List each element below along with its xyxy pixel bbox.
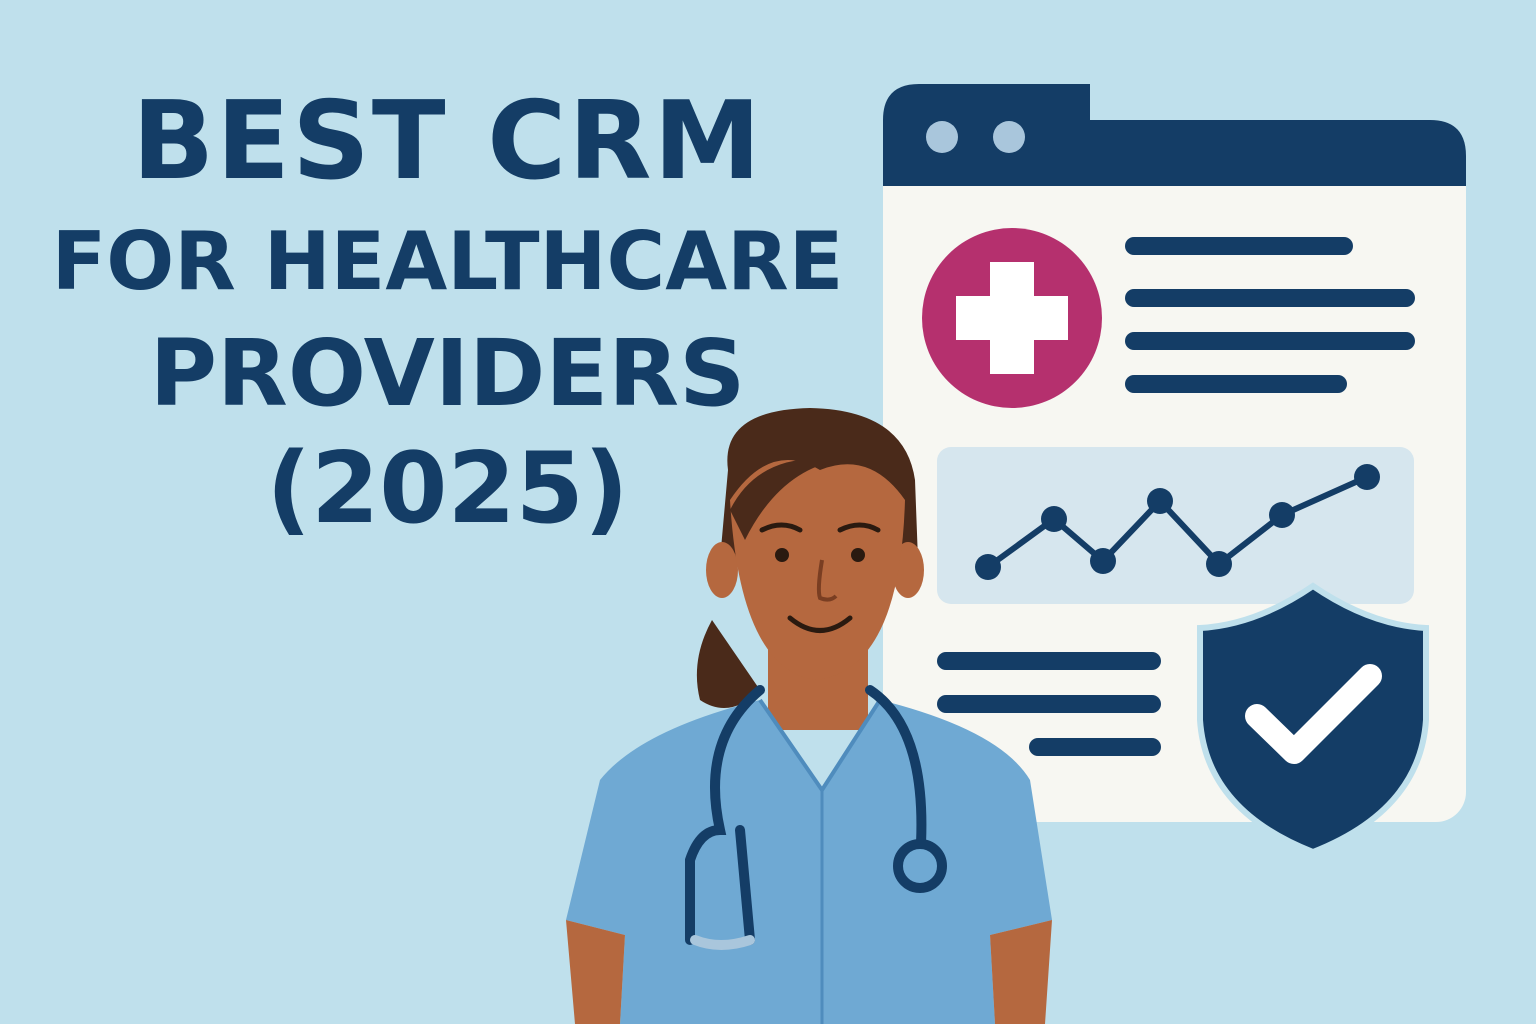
window-dot [993,121,1025,153]
ponytail [696,620,760,708]
medical-cross-icon [922,228,1102,408]
crm-window [883,84,1466,856]
window-dot [926,121,958,153]
stethoscope-icon [685,685,947,950]
headline-line-1: BEST CRM [131,79,764,204]
scrubs [566,700,1052,1024]
line-chart-icon [937,447,1414,604]
window-titlebar [883,84,1466,186]
headline-line-4: (2025) [266,432,629,546]
headline-line-2: FOR HEALTHCARE [51,215,844,308]
shield-check-icon [1197,582,1429,856]
text-lines [937,237,1415,756]
headline-line-3: PROVIDERS [149,320,746,427]
healthcare-provider-figure [566,408,1052,1024]
